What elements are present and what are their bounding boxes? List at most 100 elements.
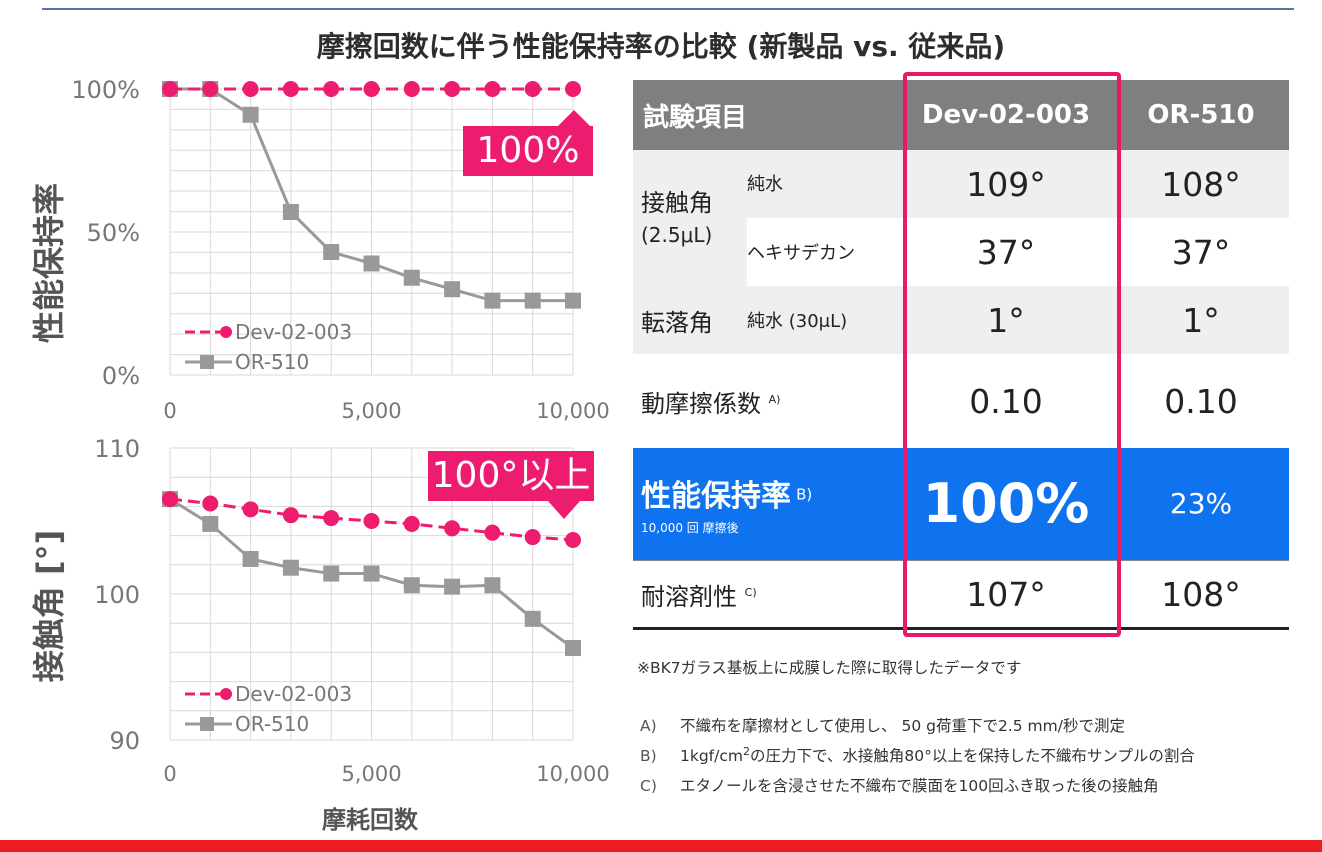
- contact-angle-title: 接触角: [641, 189, 713, 218]
- data-point: [524, 610, 541, 627]
- hexadecane-label: ヘキサデカン: [747, 243, 855, 264]
- table-row: 接触角 (2.5μL) 純水 109° 108°: [633, 150, 1289, 286]
- retention-label: 性能保持率: [641, 479, 791, 515]
- data-point: [363, 565, 380, 582]
- water-label: 純水: [747, 174, 783, 195]
- friction-label-cell: 動摩擦係数 A): [633, 354, 899, 448]
- contact-angle-label: 接触角 (2.5μL): [633, 150, 747, 286]
- callout-100deg: 100°以上: [428, 451, 594, 519]
- table-row-highlight: 性能保持率 B) 10,000 回 摩擦後 100% 23%: [633, 448, 1289, 560]
- data-point: [403, 577, 420, 594]
- data-point: [524, 529, 541, 546]
- y-tick-label: 50%: [87, 219, 140, 247]
- data-point: [202, 495, 219, 512]
- footnote-b-mark: B): [640, 747, 657, 765]
- data-point: [363, 81, 380, 97]
- table-bottom-rule: [633, 627, 1289, 630]
- header-or: OR-510: [1113, 80, 1289, 150]
- solvent-label-cell: 耐溶剤性 C): [633, 559, 899, 628]
- data-point: [524, 292, 541, 309]
- solvent-or: 108°: [1113, 559, 1289, 628]
- contact-angle-volume: (2.5μL): [641, 222, 713, 247]
- footnote-b-pre: 1kgf/cm: [680, 747, 743, 765]
- footnote-c-text: エタノールを含浸させた不織布で膜面を100回ふき取った後の接触角: [680, 777, 1159, 795]
- data-point: [202, 81, 219, 97]
- retention-dev: 100%: [922, 472, 1090, 536]
- data-point: [323, 81, 340, 97]
- y-tick-label: 100: [94, 581, 140, 609]
- data-point: [202, 515, 219, 532]
- x-tick-label: 0: [163, 762, 176, 786]
- legend-marker: [220, 326, 232, 338]
- data-point: [565, 292, 581, 309]
- retention-label-cell: 性能保持率 B) 10,000 回 摩擦後: [633, 448, 899, 560]
- hexadecane-dev: 37°: [976, 232, 1036, 272]
- solvent-dev: 107°: [899, 559, 1113, 628]
- retention-or: 23%: [1169, 487, 1233, 521]
- data-point: [403, 81, 420, 97]
- bottom-bar: [0, 840, 1322, 852]
- retention-sub: 10,000 回 摩擦後: [641, 521, 739, 536]
- data-point: [162, 491, 178, 508]
- header-item: 試験項目: [633, 80, 899, 150]
- data-point: [444, 520, 461, 537]
- table-row: 転落角 純水 (30μL) 1° 1°: [633, 286, 1289, 354]
- x-tick-label: 10,000: [536, 399, 609, 423]
- sliding-dev: 1°: [987, 300, 1025, 340]
- x-tick-label: 5,000: [341, 762, 401, 786]
- data-point: [363, 513, 380, 529]
- callout-arrow: [548, 501, 580, 519]
- sliding-or: 1°: [1182, 300, 1220, 340]
- table-row: 動摩擦係数 A) 0.10 0.10: [633, 354, 1289, 448]
- footnote-a: A) 不織布を摩擦材として使用し、 50 g荷重下で2.5 mm/秒で測定: [640, 714, 1125, 736]
- footnote-a-text: 不織布を摩擦材として使用し、 50 g荷重下で2.5 mm/秒で測定: [680, 717, 1125, 735]
- spec-table: 試験項目 Dev-02-003 OR-510 接触角 (2.5μL) 純水 10…: [633, 80, 1289, 628]
- data-point: [363, 255, 380, 272]
- footnote-c-mark: C): [640, 777, 657, 795]
- dev-column-highlight: [903, 72, 1121, 637]
- retention-note: B): [796, 485, 813, 504]
- data-point: [565, 81, 581, 97]
- table-header-row: 試験項目 Dev-02-003 OR-510: [633, 80, 1289, 150]
- x-tick-label: 5,000: [341, 399, 401, 423]
- friction-label: 動摩擦係数: [641, 389, 761, 418]
- data-point: [444, 578, 461, 595]
- callout-100deg-text: 100°以上: [431, 455, 591, 496]
- footnote-b-post: の圧力下で、水接触角80°以上を保持した不織布サンプルの割合: [749, 747, 1195, 765]
- legend-label: OR-510: [235, 712, 309, 736]
- x-tick-label: 0: [163, 399, 176, 423]
- data-point: [242, 501, 259, 518]
- data-point: [444, 281, 461, 298]
- sliding-label: 転落角: [641, 308, 713, 337]
- data-point: [565, 531, 581, 548]
- solvent-note: C): [744, 585, 757, 599]
- hexadecane-or: 37°: [1171, 232, 1231, 272]
- footnote-c: C) エタノールを含浸させた不織布で膜面を100回ふき取った後の接触角: [640, 774, 1159, 796]
- data-point: [242, 81, 259, 97]
- data-point: [242, 550, 259, 567]
- footnote-a-mark: A): [640, 717, 657, 735]
- y-tick-label: 110: [94, 435, 140, 463]
- solvent-label: 耐溶剤性: [641, 582, 737, 611]
- y-tick-label: 0%: [102, 362, 140, 390]
- data-point: [162, 81, 178, 97]
- legend-label: OR-510: [235, 350, 309, 374]
- header-dev: Dev-02-003: [899, 80, 1113, 150]
- x-axis-title: 摩耗回数: [322, 806, 418, 834]
- data-point: [484, 577, 501, 594]
- friction-or: 0.10: [1164, 381, 1238, 421]
- table-row: 耐溶剤性 C) 107° 108°: [633, 559, 1289, 628]
- data-point: [524, 81, 541, 97]
- water-dev: 109°: [966, 164, 1046, 204]
- contact-angle-chart: 110 100 90 0 5,000 10,000 Dev-02-003 OR-510: [94, 435, 610, 786]
- footnote-b: B) 1kgf/cm2の圧力下で、水接触角80°以上を保持した不織布サンプルの割合: [640, 744, 1195, 766]
- data-point: [282, 203, 299, 220]
- y-tick-label: 100%: [71, 76, 140, 104]
- sliding-sub: 純水 (30μL): [747, 311, 848, 332]
- x-tick-label: 10,000: [536, 762, 609, 786]
- friction-note: A): [768, 392, 781, 406]
- data-point: [282, 507, 299, 524]
- data-point: [323, 244, 340, 261]
- data-point: [323, 565, 340, 582]
- water-or: 108°: [1161, 164, 1241, 204]
